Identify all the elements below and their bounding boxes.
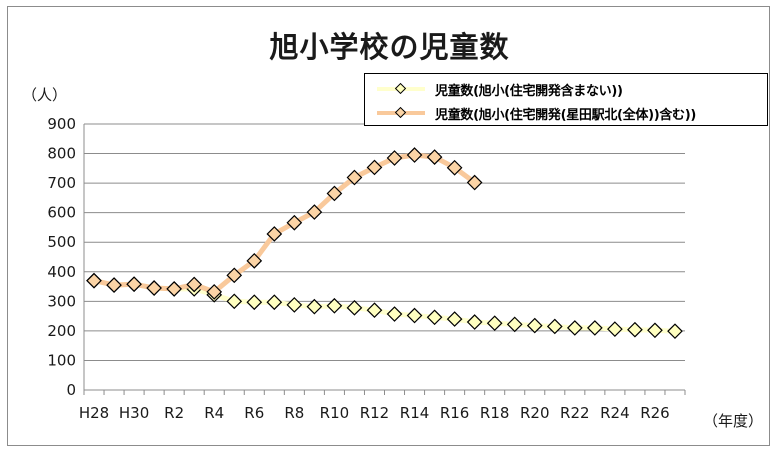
legend-swatch-1 (377, 82, 425, 95)
data-point (126, 276, 142, 293)
y-tick-label: 200 (47, 322, 76, 340)
data-point (406, 147, 423, 163)
x-tick-label: R12 (360, 404, 390, 422)
y-tick-label: 700 (47, 174, 76, 192)
data-point (326, 185, 343, 202)
data-point (486, 315, 503, 332)
x-tick-label: R16 (440, 404, 470, 422)
x-tick-label: R26 (640, 404, 670, 422)
y-axis-unit-label: （人） (22, 86, 68, 104)
data-point (667, 323, 683, 340)
x-tick-label: R10 (320, 404, 350, 422)
legend-item-1: 児童数(旭小(住宅開発含まない)) (365, 79, 767, 99)
x-tick-label: R6 (244, 404, 264, 422)
data-point (366, 302, 383, 319)
y-tick-label: 100 (47, 351, 76, 369)
data-point (506, 316, 523, 333)
x-tick-label: H28 (79, 404, 109, 422)
legend-swatch-2 (377, 106, 425, 119)
data-point (306, 204, 323, 220)
data-point (386, 150, 403, 166)
gridlines (83, 123, 686, 395)
y-tick-labels: 0 100 200 300 400 500 600 700 800 900 (47, 115, 76, 399)
data-point (426, 149, 443, 165)
data-point (607, 321, 623, 337)
legend-label-2: 児童数(旭小(住宅開発(星田駅北(全体))含む)) (435, 108, 697, 123)
x-tick-label: R8 (284, 404, 304, 422)
data-point (346, 299, 363, 316)
legend-label-1: 児童数(旭小(住宅開発含まない)) (435, 84, 623, 99)
data-point (266, 226, 283, 242)
data-point (206, 284, 223, 300)
data-point (426, 309, 443, 326)
data-point (246, 252, 263, 269)
series-2 (86, 147, 483, 300)
series-layer (86, 147, 683, 340)
data-point (286, 214, 303, 231)
x-tick-label: R20 (520, 404, 550, 422)
x-tick-label: R4 (204, 404, 224, 422)
data-point (166, 281, 182, 297)
legend: 児童数(旭小(住宅開発含まない)) 児童数(旭小(住宅開発(星田駅北(全体))含… (364, 73, 768, 126)
data-point (627, 321, 643, 338)
data-point (266, 294, 283, 311)
data-point (326, 297, 343, 314)
x-tick-label: R2 (164, 404, 184, 422)
y-tick-label: 900 (47, 115, 76, 133)
y-tick-label: 400 (47, 263, 76, 281)
data-point (246, 294, 263, 311)
data-point (526, 317, 543, 334)
x-tick-label: H30 (119, 404, 149, 422)
data-point (466, 174, 483, 191)
chart-title: 旭小学校の児童数 (269, 30, 510, 64)
y-tick-label: 300 (47, 292, 76, 310)
data-point (587, 320, 603, 336)
data-point (446, 311, 463, 327)
data-point (446, 159, 463, 176)
data-point (106, 277, 122, 293)
data-point (306, 298, 323, 315)
data-point (146, 280, 162, 296)
y-tick-label: 800 (47, 145, 76, 163)
x-tick-label: R18 (480, 404, 510, 422)
y-tick-label: 600 (47, 204, 76, 222)
y-tick-label: 500 (47, 233, 76, 251)
data-point (546, 318, 563, 335)
data-point (566, 320, 583, 336)
x-tick-label: R24 (600, 404, 630, 422)
data-point (386, 306, 403, 322)
data-point (346, 169, 363, 186)
data-point (226, 267, 243, 284)
data-point (466, 314, 483, 330)
data-point (86, 272, 102, 289)
y-tick-label: 0 (66, 381, 76, 399)
data-point (226, 293, 243, 310)
data-point (286, 297, 303, 313)
x-tick-label: R22 (560, 404, 590, 422)
legend-item-2: 児童数(旭小(住宅開発(星田駅北(全体))含む)) (365, 103, 767, 123)
data-point (406, 307, 423, 324)
data-point (647, 322, 663, 339)
data-point (186, 276, 203, 293)
data-point (366, 159, 383, 176)
x-tick-label: R14 (400, 404, 430, 422)
x-tick-labels: H28 H30 R2 R4 R6 R8 R10 R12 R14 R16 R18 R20 R22 R24 R2… (79, 404, 670, 422)
x-axis-unit-label: （年度） (703, 412, 764, 430)
